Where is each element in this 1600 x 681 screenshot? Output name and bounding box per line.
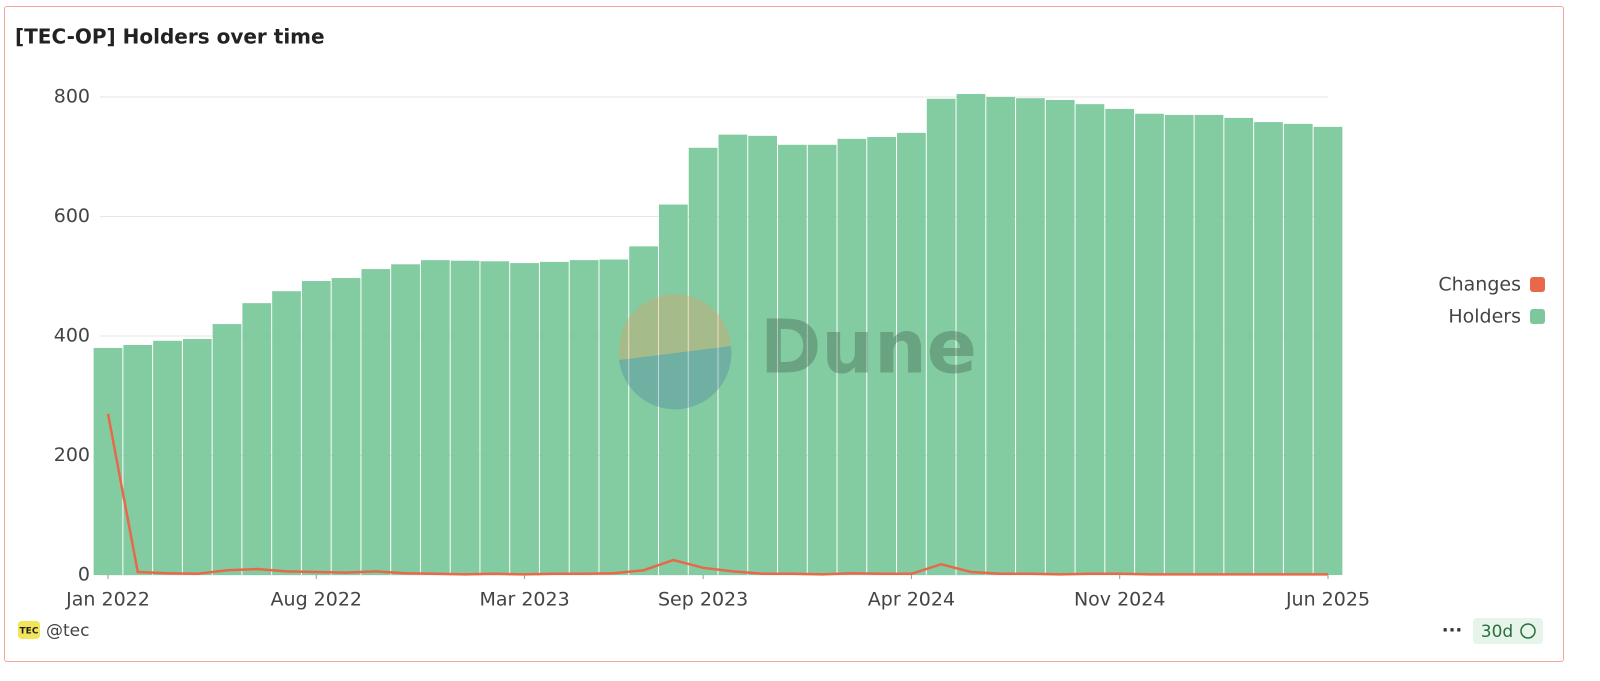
bar [272,291,301,575]
legend-label: Changes [1438,274,1521,296]
legend-swatch [1530,277,1545,292]
bar [718,134,748,575]
x-tick-label: Jan 2022 [65,589,150,611]
y-tick-label: 800 [54,86,90,108]
bar [1254,122,1283,575]
bar [391,264,420,575]
x-tick-label: Mar 2023 [479,589,569,611]
refresh-label: 30d [1481,622,1513,642]
bar [1105,108,1135,575]
line [106,413,1328,576]
y-tick-label: 400 [54,325,90,347]
watermark-text: Dune [760,305,977,391]
footer-author[interactable]: @tec [46,621,89,641]
bar [1283,123,1313,575]
bar [629,246,658,575]
more-menu[interactable]: ··· [1442,620,1463,641]
bar [153,340,182,575]
chart-card [4,6,1564,662]
bar [510,263,539,575]
watermark: Dune [619,294,977,410]
legend-label: Holders [1448,306,1521,328]
bar [867,137,897,575]
bar [539,261,569,575]
x-tick-label: Aug 2022 [271,589,363,611]
x-tick-label: Jun 2025 [1285,589,1370,611]
y-tick-label: 0 [78,564,90,586]
bar [212,324,242,575]
watermark-logo [619,346,732,410]
bar [1313,126,1343,575]
bar [420,260,450,575]
bar [480,261,510,575]
bar [569,260,599,575]
bar [837,138,867,575]
bar [182,338,212,575]
bar [1224,117,1254,575]
bar [688,147,718,575]
bar [1194,114,1224,576]
bar [926,98,956,575]
bar [1075,104,1105,576]
bar [450,260,480,575]
bar [599,259,629,575]
bar [897,132,926,575]
bar [331,278,361,575]
legend-swatch [1530,309,1545,324]
bar [123,344,153,575]
y-tick-label: 200 [54,444,90,466]
x-tick-label: Nov 2024 [1074,589,1165,611]
bar [361,269,391,575]
chart-title: [TEC-OP] Holders over time [15,25,325,49]
bar [986,97,1016,575]
bar [956,94,986,575]
bar [301,281,331,575]
bar [748,135,778,575]
footer-logo: TEC [20,627,39,637]
x-tick-label: Sep 2023 [658,589,748,611]
watermark-logo [619,294,731,406]
bar [807,144,837,576]
x-tick-label: Apr 2024 [868,589,955,611]
bar [778,144,807,576]
footer-logo-bg [18,621,40,639]
refresh-icon [1520,623,1536,639]
bar [658,204,688,576]
bar [242,303,272,575]
y-tick-label: 600 [54,205,90,227]
bar [1016,98,1045,575]
bar [1045,99,1075,576]
plot-area [93,94,1343,576]
bar [1164,114,1194,576]
bar [1135,113,1164,575]
